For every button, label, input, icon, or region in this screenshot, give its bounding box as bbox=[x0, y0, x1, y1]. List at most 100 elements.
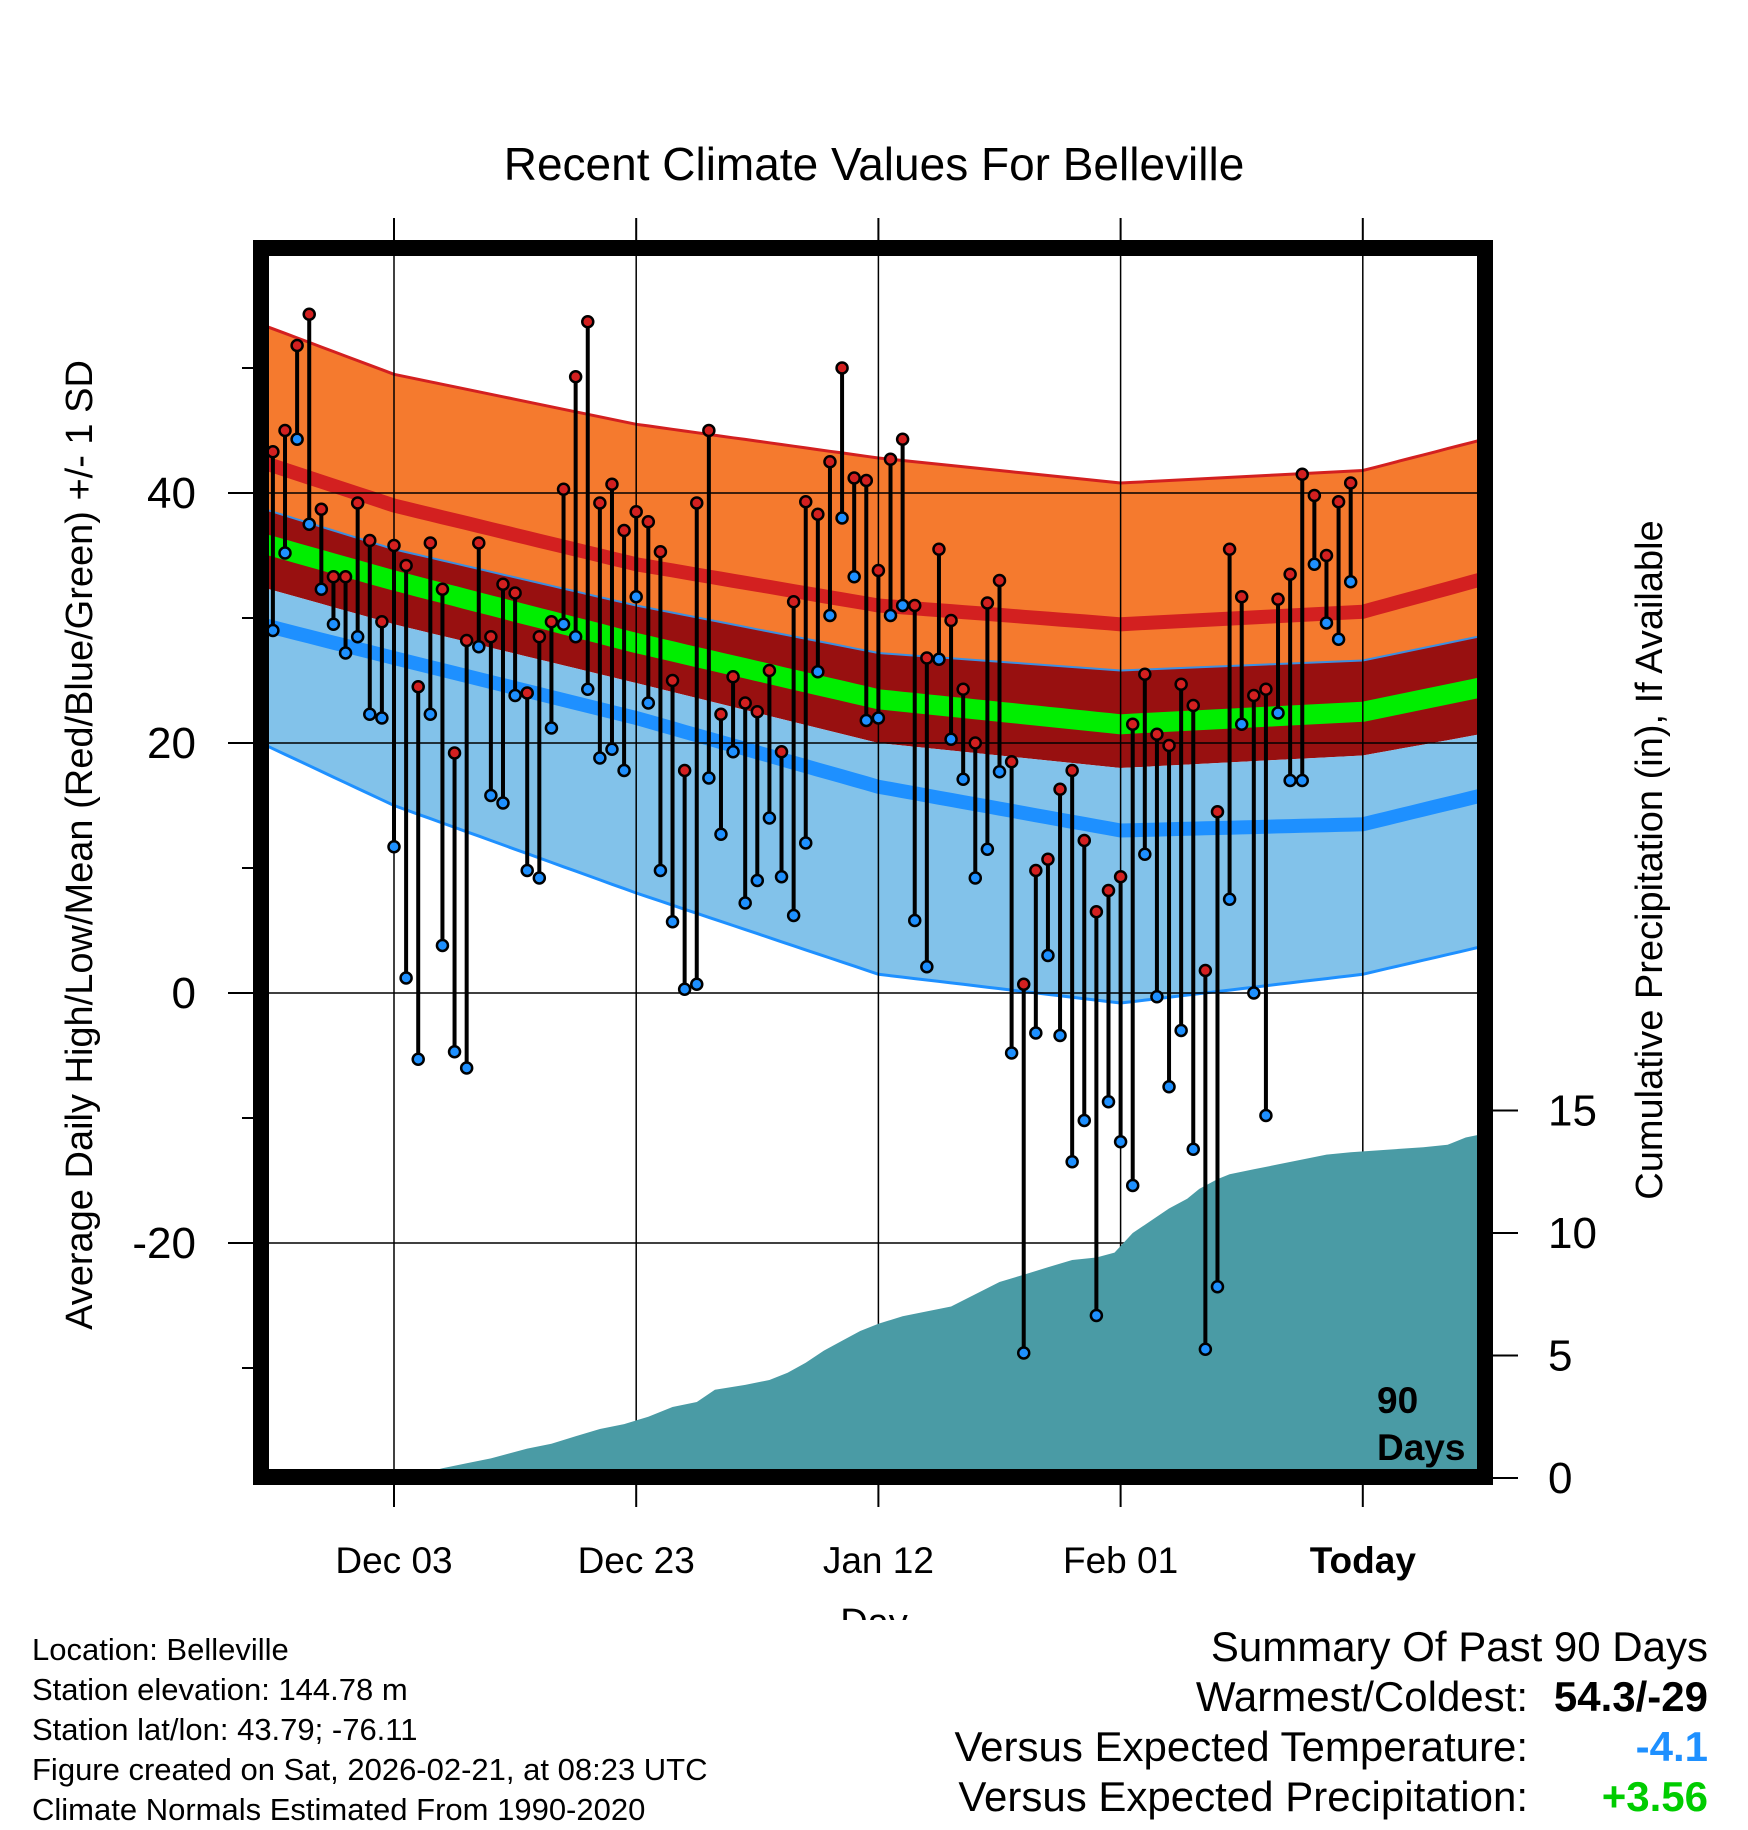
high-point bbox=[387, 538, 401, 553]
high-point bbox=[823, 455, 837, 469]
low-point bbox=[375, 711, 389, 725]
today-label-number: 90 bbox=[1377, 1380, 1418, 1421]
x-axis-label: Day bbox=[840, 1602, 908, 1620]
high-point bbox=[677, 763, 692, 778]
low-point bbox=[1162, 1080, 1176, 1094]
low-point bbox=[1222, 892, 1237, 906]
summary-heading: Summary Of Past 90 Days bbox=[1210, 1623, 1708, 1670]
high-point bbox=[798, 495, 813, 509]
low-point bbox=[726, 745, 740, 759]
chart-title: Recent Climate Values For Belleville bbox=[504, 138, 1245, 190]
low-point bbox=[350, 630, 365, 644]
low-sd-lower-line bbox=[268, 744, 1478, 1005]
high-point bbox=[738, 696, 752, 710]
low-point bbox=[520, 863, 534, 878]
low-point bbox=[859, 713, 874, 728]
high-point bbox=[629, 505, 643, 519]
high-point bbox=[484, 630, 498, 644]
low-point bbox=[1307, 557, 1322, 571]
high-point bbox=[1041, 852, 1055, 866]
high-point bbox=[944, 613, 958, 628]
low-point bbox=[387, 840, 401, 854]
low-point bbox=[1247, 986, 1261, 1000]
high-point bbox=[1016, 977, 1031, 991]
low-point bbox=[1174, 1023, 1188, 1038]
low-point bbox=[1150, 990, 1164, 1004]
summary-panel: Summary Of Past 90 Days Warmest/Coldest:… bbox=[808, 1622, 1708, 1822]
high-point bbox=[1138, 667, 1152, 681]
high-point bbox=[859, 473, 874, 488]
low-point bbox=[835, 511, 849, 525]
low-point bbox=[1295, 773, 1309, 788]
high-point bbox=[1283, 567, 1297, 581]
low-point bbox=[484, 788, 498, 803]
high-point bbox=[326, 570, 341, 584]
low-point bbox=[823, 608, 837, 623]
low-point bbox=[363, 707, 377, 721]
high-point bbox=[968, 736, 983, 750]
high-point bbox=[290, 338, 304, 353]
summary-warmest-row: Warmest/Coldest: 54.3/-29 bbox=[808, 1672, 1708, 1722]
high-point bbox=[1125, 717, 1140, 731]
low-point bbox=[968, 871, 983, 885]
high-point bbox=[314, 502, 329, 516]
low-point bbox=[629, 590, 643, 604]
low-point bbox=[980, 842, 995, 856]
low-point bbox=[1077, 1113, 1092, 1128]
low-point bbox=[992, 765, 1007, 779]
high-point bbox=[907, 598, 922, 613]
low-point bbox=[290, 432, 304, 446]
high-point bbox=[496, 577, 510, 591]
warmest-label: Warmest/Coldest: bbox=[1195, 1673, 1528, 1720]
temp-value: -4.1 bbox=[1635, 1723, 1708, 1770]
high-point bbox=[1198, 963, 1213, 978]
high-point bbox=[1029, 863, 1043, 878]
low-point bbox=[266, 623, 280, 638]
low-point bbox=[1319, 616, 1334, 630]
high-point bbox=[1089, 905, 1104, 919]
high-point bbox=[472, 536, 486, 550]
created-text: Figure created on Sat, 2026-02-21, at 08… bbox=[32, 1752, 708, 1787]
high-point bbox=[350, 496, 365, 510]
low-point bbox=[774, 870, 789, 884]
low-point bbox=[944, 732, 958, 746]
high-point bbox=[653, 545, 668, 559]
high-sd-upper-line bbox=[268, 325, 1478, 485]
high-point bbox=[690, 496, 704, 510]
high-point bbox=[641, 515, 656, 529]
low-point bbox=[1053, 1028, 1067, 1043]
high-point bbox=[1053, 782, 1067, 796]
low-point bbox=[1186, 1142, 1201, 1156]
mean-sd-band bbox=[268, 510, 1478, 768]
high-point bbox=[593, 496, 607, 510]
high-point bbox=[1343, 476, 1358, 490]
high-point bbox=[895, 432, 910, 446]
low-point bbox=[1198, 1342, 1213, 1356]
low-point bbox=[568, 630, 583, 644]
normal-mean-line bbox=[268, 534, 1478, 735]
x-tick-label: Feb 01 bbox=[1063, 1540, 1178, 1581]
high-point bbox=[508, 586, 522, 600]
low-point bbox=[895, 598, 910, 613]
low-point bbox=[1041, 948, 1055, 963]
high-point bbox=[544, 615, 559, 629]
high-point bbox=[835, 361, 849, 375]
climate-chart: Recent Climate Values For Belleville 40 2… bbox=[59, 138, 1671, 1620]
high-point bbox=[423, 536, 438, 550]
low-point bbox=[459, 1061, 474, 1075]
high-point bbox=[1271, 592, 1285, 606]
high-point bbox=[1319, 548, 1334, 563]
daily-values bbox=[266, 307, 1358, 1360]
low-point bbox=[1343, 575, 1358, 589]
high-point bbox=[956, 682, 970, 696]
low-point bbox=[326, 617, 341, 631]
low-point bbox=[956, 772, 970, 786]
high-point bbox=[1210, 805, 1225, 819]
low-sd-band bbox=[268, 588, 1478, 1003]
precip-label: Versus Expected Precipitation: bbox=[958, 1773, 1528, 1820]
y-left-tick-label: 20 bbox=[147, 719, 196, 768]
high-point bbox=[532, 630, 547, 644]
low-point bbox=[750, 873, 765, 888]
low-point bbox=[508, 688, 522, 703]
low-point bbox=[581, 682, 595, 696]
